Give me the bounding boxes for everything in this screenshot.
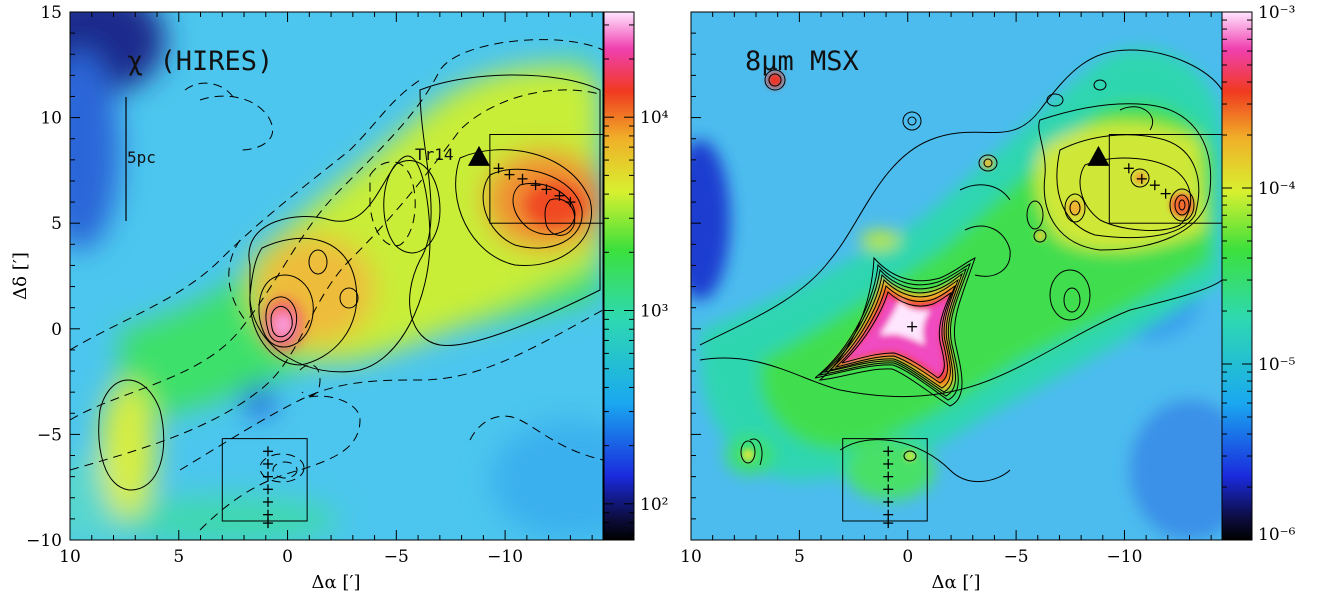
cluster-triangle xyxy=(1087,145,1110,166)
cross-marker xyxy=(883,509,894,520)
left-cross-markers xyxy=(262,163,576,529)
colorbar-tick-label: 10³ xyxy=(640,302,668,322)
x-tick-label: 5 xyxy=(173,547,184,567)
cross-marker xyxy=(1136,173,1147,184)
right-x-axis-title: Δα [′] xyxy=(931,572,980,593)
cluster-triangle xyxy=(467,145,490,166)
left-heatmap-image xyxy=(70,12,603,540)
cross-marker xyxy=(530,180,541,191)
colorbar-tick-label: 10² xyxy=(640,495,668,515)
colorbar-tick-label: 10⁻³ xyxy=(1258,3,1295,23)
y-tick-label: 15 xyxy=(40,3,62,23)
x-tick-label: −5 xyxy=(1004,547,1029,567)
x-tick-label: 5 xyxy=(794,547,805,567)
cross-marker xyxy=(883,458,894,469)
y-tick-label: −10 xyxy=(26,531,62,551)
cross-marker xyxy=(541,184,552,195)
y-tick-label: 0 xyxy=(51,320,62,340)
right-colorbar-ticks: 10⁻⁶ 10⁻⁵ 10⁻⁴ 10⁻³ xyxy=(1222,3,1296,545)
left-frame xyxy=(69,11,604,541)
left-panel: χ (HIRES) 5pc Tr14 10 5 0 −5 −10−10−5051015 … xyxy=(10,3,669,593)
cross-marker xyxy=(565,197,576,208)
cross-marker xyxy=(262,458,273,469)
cross-marker xyxy=(493,163,504,174)
left-dashed-contours xyxy=(70,39,603,531)
region-box xyxy=(489,133,603,224)
region-box xyxy=(221,438,308,522)
cross-marker xyxy=(262,484,273,495)
x-tick-label: −10 xyxy=(487,547,523,567)
x-tick-label: −5 xyxy=(384,547,409,567)
colorbar-tick-label: 10⁻⁶ xyxy=(1258,525,1296,545)
x-tick-label: 0 xyxy=(902,547,913,567)
y-tick-label: −5 xyxy=(37,425,62,445)
right-boxes xyxy=(842,133,1222,522)
right-panel: 8μm MSX 10 5 0 −5 −10 Δα [′] 10⁻⁶10⁻⁵10⁻⁴10⁻… xyxy=(680,3,1296,593)
colorbar-tick-label: 10⁻⁴ xyxy=(1258,179,1296,199)
cross-marker xyxy=(262,509,273,520)
x-tick-label: 0 xyxy=(282,547,293,567)
left-boxes xyxy=(221,133,603,522)
cross-marker xyxy=(883,446,894,457)
cross-marker xyxy=(883,496,894,507)
cross-marker xyxy=(883,471,894,482)
region-box xyxy=(1108,133,1222,224)
cross-marker xyxy=(262,496,273,507)
right-cross-markers xyxy=(883,163,1171,529)
left-cluster-marker xyxy=(467,145,490,166)
right-heatmap-image xyxy=(691,12,1222,540)
cross-marker xyxy=(1149,180,1160,191)
region-box xyxy=(842,438,928,522)
left-y-axis-title: Δδ [′] xyxy=(10,252,31,300)
x-tick-label: 10 xyxy=(680,547,702,567)
cross-marker xyxy=(262,446,273,457)
right-panel-label: 8μm MSX xyxy=(745,46,859,77)
cross-marker xyxy=(1123,163,1134,174)
right-colorbar-frame xyxy=(1221,11,1253,541)
cross-marker xyxy=(262,471,273,482)
right-colorbar xyxy=(1222,12,1252,540)
cross-marker xyxy=(1160,188,1171,199)
cluster-label: Tr14 xyxy=(415,145,454,164)
right-axes: 10 5 0 −5 −10 xyxy=(680,11,1212,567)
cross-marker xyxy=(554,190,565,201)
right-cluster-marker xyxy=(1087,145,1110,166)
x-tick-label: 10 xyxy=(59,547,81,567)
x-tick-label: −10 xyxy=(1107,547,1143,567)
cross-marker xyxy=(262,518,273,529)
left-x-axis-title: Δα [′] xyxy=(311,572,360,593)
cross-marker xyxy=(504,169,515,180)
cross-marker xyxy=(907,321,918,332)
left-panel-label: χ (HIRES) xyxy=(127,46,273,77)
colorbar-tick-label: 10⁴ xyxy=(640,108,669,128)
left-contours xyxy=(98,74,601,491)
y-tick-label: 5 xyxy=(51,214,62,234)
colorbar-tick-label: 10⁻⁵ xyxy=(1258,355,1296,375)
cross-marker xyxy=(883,518,894,529)
y-tick-label: 10 xyxy=(40,109,62,129)
right-contours xyxy=(699,49,1222,483)
cross-marker xyxy=(883,484,894,495)
left-axes: 10 5 0 −5 −10 −10 −5 0 5 10 15 xyxy=(26,3,593,567)
scale-bar-label: 5pc xyxy=(127,148,156,167)
left-colorbar xyxy=(604,12,634,540)
left-colorbar-ticks: 10² 10³ 10⁴ xyxy=(604,24,669,535)
left-colorbar-frame xyxy=(603,11,635,541)
cross-marker xyxy=(517,173,528,184)
